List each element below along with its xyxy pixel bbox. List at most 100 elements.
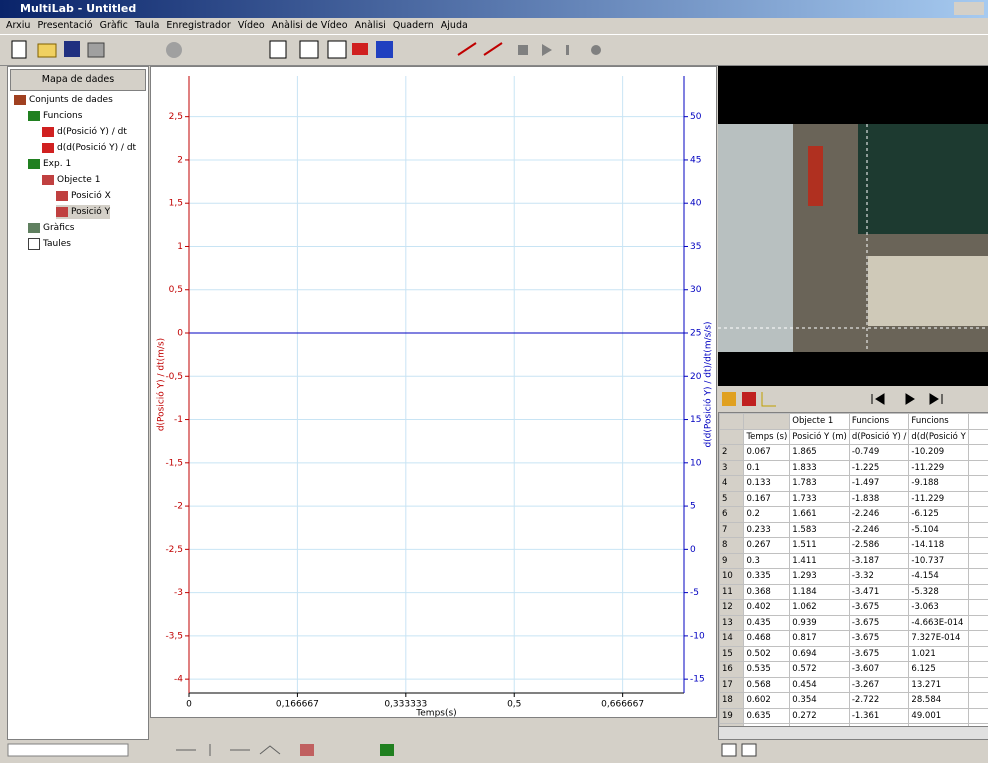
- tree-node[interactable]: Funcions: [28, 109, 82, 123]
- playback-buttons[interactable]: [872, 394, 942, 404]
- open-icon[interactable]: [38, 44, 56, 57]
- tree-node[interactable]: Exp. 1: [28, 157, 71, 171]
- table-cell: 1.583: [790, 522, 850, 538]
- table-scrollbar[interactable]: [718, 726, 988, 740]
- sidebar-scrollbar[interactable]: [8, 744, 128, 756]
- stop-button[interactable]: [518, 45, 528, 55]
- table-cell: 0.817: [790, 631, 850, 647]
- header-cell: Funcions: [849, 414, 909, 430]
- table-cell: 49.001: [909, 708, 968, 724]
- flag-icon[interactable]: [352, 43, 368, 55]
- tree-node[interactable]: Posició Y: [56, 205, 110, 219]
- row-number: 19: [720, 708, 744, 724]
- y2-tick-label: 10: [690, 458, 702, 468]
- menu-item[interactable]: Taula: [135, 19, 160, 33]
- window-controls[interactable]: [954, 2, 984, 15]
- grid-icon[interactable]: [328, 41, 346, 58]
- row-number: 2: [720, 445, 744, 461]
- record-button[interactable]: [591, 45, 601, 55]
- header-cell: Objecte 1: [790, 414, 850, 430]
- video-panel: [718, 66, 988, 386]
- table-cell: 0.602: [744, 693, 790, 709]
- table-cell: -5.104: [909, 522, 968, 538]
- tree-label: Gràfics: [43, 223, 75, 233]
- tree-node[interactable]: d(d(Posició Y) / dt: [42, 141, 136, 155]
- table-cell: -3.267: [849, 677, 909, 693]
- y2-tick-label: 15: [690, 415, 701, 425]
- tree-label: Conjunts de dades: [29, 95, 113, 105]
- table-cell: -3.32: [849, 569, 909, 585]
- tree-node[interactable]: d(Posició Y) / dt: [42, 125, 127, 139]
- table-cell: -10.209: [909, 445, 968, 461]
- table-cell: 13.271: [909, 677, 968, 693]
- y2-tick-label: 30: [690, 285, 702, 295]
- play-button[interactable]: [542, 44, 552, 56]
- header-cell: Temps (s): [744, 429, 790, 445]
- table-cell: -5.328: [909, 584, 968, 600]
- table-cell: -1.497: [849, 476, 909, 492]
- tree-node[interactable]: Posició X: [56, 189, 111, 203]
- menu-item[interactable]: Arxiu: [6, 19, 30, 33]
- menu-item[interactable]: Anàlisi: [355, 19, 386, 33]
- y2-tick-label: 20: [690, 372, 702, 382]
- stop-icon[interactable]: [166, 42, 182, 58]
- graph-icon[interactable]: [300, 41, 318, 58]
- table-cell: 0.435: [744, 615, 790, 631]
- tree-label: Objecte 1: [57, 175, 100, 185]
- table-cell: -3.675: [849, 631, 909, 647]
- menu-item[interactable]: Quadern: [393, 19, 434, 33]
- table-cell: 0.572: [790, 662, 850, 678]
- new-icon[interactable]: [12, 41, 26, 58]
- header-cell: Funcions: [909, 414, 968, 430]
- tree-node[interactable]: Taules: [28, 237, 71, 251]
- save-icon[interactable]: [64, 41, 80, 57]
- fit-icons[interactable]: [458, 43, 502, 55]
- graph-tools[interactable]: [176, 744, 280, 756]
- table-cell: 0.133: [744, 476, 790, 492]
- tree-node[interactable]: Objecte 1: [42, 173, 100, 187]
- table-cell: -14.118: [909, 538, 968, 554]
- table-icon[interactable]: [270, 41, 286, 58]
- tool-icon[interactable]: [722, 392, 736, 406]
- menu-item[interactable]: Anàlisi de Vídeo: [272, 19, 348, 33]
- menu-item[interactable]: Gràfic: [100, 19, 128, 33]
- data-map-panel: Mapa de dades Conjunts de dades Funcions…: [7, 66, 149, 740]
- header-cell: Posició Y (m): [790, 429, 850, 445]
- video-icon[interactable]: [376, 41, 393, 58]
- menu-item[interactable]: Vídeo: [238, 19, 265, 33]
- print-icon[interactable]: [88, 43, 104, 57]
- table-cell: 0.694: [790, 646, 850, 662]
- table-cell: 1.411: [790, 553, 850, 569]
- title-bar: MultiLab - Untitled: [0, 0, 988, 18]
- toolbar: [0, 34, 988, 66]
- graph-tool[interactable]: [300, 744, 314, 756]
- pause-button[interactable]: [566, 45, 569, 55]
- tool-icon[interactable]: [762, 392, 776, 406]
- y-tick-label: -2: [174, 502, 183, 512]
- tree-node[interactable]: Conjunts de dades: [14, 93, 113, 107]
- menu-item[interactable]: Presentació: [37, 19, 92, 33]
- menu-item[interactable]: Enregistrador: [166, 19, 230, 33]
- row-number: 9: [720, 553, 744, 569]
- y-tick-label: 0: [177, 329, 183, 339]
- tree-node[interactable]: Gràfics: [28, 221, 75, 235]
- menu-item[interactable]: Ajuda: [441, 19, 468, 33]
- table-cell: 0.568: [744, 677, 790, 693]
- graph-tool[interactable]: [380, 744, 394, 756]
- table-cell: -2.586: [849, 538, 909, 554]
- tool-icon[interactable]: [742, 392, 756, 406]
- data-map-button[interactable]: Mapa de dades: [10, 69, 146, 91]
- y2-tick-label: 40: [690, 199, 702, 209]
- app-window: MultiLab - Untitled Arxiu Presentació Gràf…: [0, 0, 988, 760]
- table-tool[interactable]: [722, 744, 736, 756]
- y2-tick-label: -5: [690, 588, 699, 598]
- table-tool[interactable]: [742, 744, 756, 756]
